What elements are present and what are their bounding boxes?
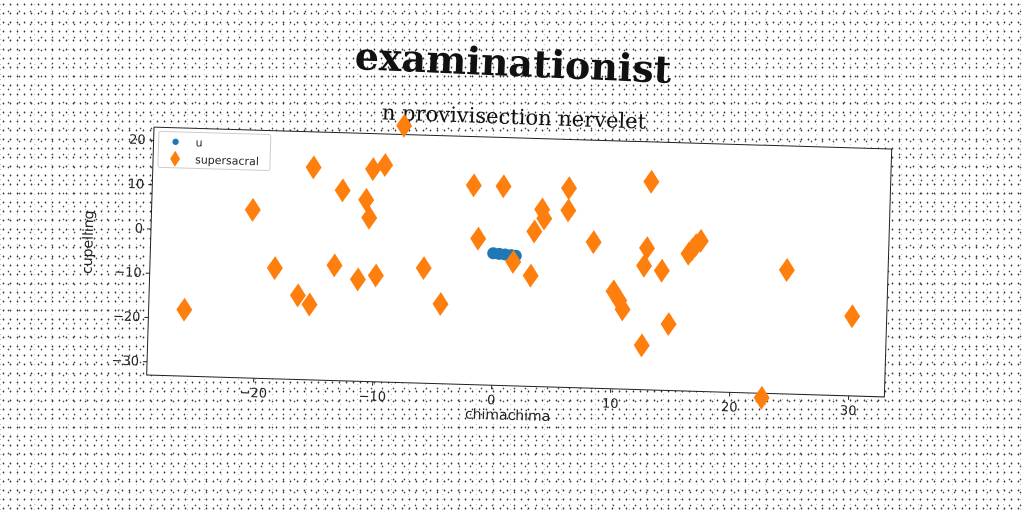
point-supersacral	[844, 304, 861, 329]
point-supersacral	[361, 205, 378, 230]
y-tick-label: 10	[128, 177, 145, 192]
point-supersacral	[614, 297, 631, 322]
x-tick-label: −10	[358, 389, 386, 405]
point-supersacral	[643, 169, 660, 194]
legend-label-supersacral: supersacral	[195, 153, 259, 168]
point-supersacral	[465, 173, 482, 198]
point-supersacral	[289, 283, 306, 308]
y-tick-label: −20	[113, 309, 141, 325]
x-tick-label: 30	[840, 404, 857, 419]
legend-label-u: u	[195, 136, 202, 149]
y-tick-label: −30	[111, 354, 139, 370]
point-supersacral	[653, 258, 670, 283]
point-supersacral	[367, 263, 384, 288]
legend-box	[157, 130, 272, 172]
point-supersacral	[560, 198, 577, 223]
chart-subtitle: n provivisection nervelet	[382, 100, 648, 133]
x-tick-label: 0	[487, 393, 496, 408]
x-axis: −20 −10 0 10 20 30	[239, 378, 857, 419]
x-axis-label: chimachima	[465, 406, 551, 425]
point-supersacral	[326, 253, 343, 278]
point-supersacral	[633, 333, 650, 358]
point-supersacral	[536, 206, 553, 231]
point-supersacral	[505, 249, 522, 274]
point-supersacral	[753, 385, 770, 410]
point-supersacral	[636, 253, 653, 278]
y-tick-label: −10	[114, 265, 142, 281]
legend: u supersacral	[157, 130, 272, 172]
point-supersacral	[660, 312, 677, 337]
point-supersacral	[349, 267, 366, 292]
point-supersacral	[334, 178, 351, 203]
point-supersacral	[611, 288, 628, 313]
point-supersacral	[605, 279, 622, 304]
point-supersacral	[470, 226, 487, 251]
point-supersacral	[534, 197, 551, 222]
point-supersacral	[415, 256, 432, 281]
y-tick-label: 20	[129, 133, 146, 148]
point-supersacral	[176, 297, 193, 322]
point-supersacral	[778, 257, 795, 282]
point-supersacral	[305, 155, 322, 180]
x-tick-label: 20	[721, 400, 738, 415]
point-supersacral	[522, 263, 539, 288]
legend-marker-supersacral	[170, 150, 181, 167]
point-supersacral	[495, 174, 512, 199]
x-tick-label: −20	[239, 386, 267, 402]
point-supersacral	[639, 236, 656, 261]
plot-area: 20 10 0 −10 −20 −30 −20 −10 0 10 20 30 u supersacr…	[80, 113, 893, 425]
y-axis-label: cupelling	[80, 210, 98, 274]
y-tick-label: 0	[134, 221, 143, 236]
point-supersacral	[266, 256, 283, 281]
point-supersacral	[396, 113, 413, 138]
series-layer	[176, 113, 861, 410]
point-supersacral	[692, 228, 709, 253]
series-supersacral	[176, 113, 861, 410]
point-supersacral	[358, 187, 375, 212]
point-supersacral	[432, 292, 449, 316]
point-supersacral	[585, 230, 602, 255]
x-tick-label: 10	[602, 397, 619, 412]
legend-marker-u	[172, 138, 179, 145]
point-supersacral	[526, 219, 543, 244]
point-supersacral	[561, 176, 577, 201]
point-supersacral	[244, 197, 261, 222]
chart-title: examinationist	[354, 33, 673, 92]
point-supersacral	[377, 153, 394, 178]
point-supersacral	[365, 157, 382, 182]
point-supersacral	[301, 292, 318, 317]
y-axis: 20 10 0 −10 −20 −30	[111, 133, 154, 370]
